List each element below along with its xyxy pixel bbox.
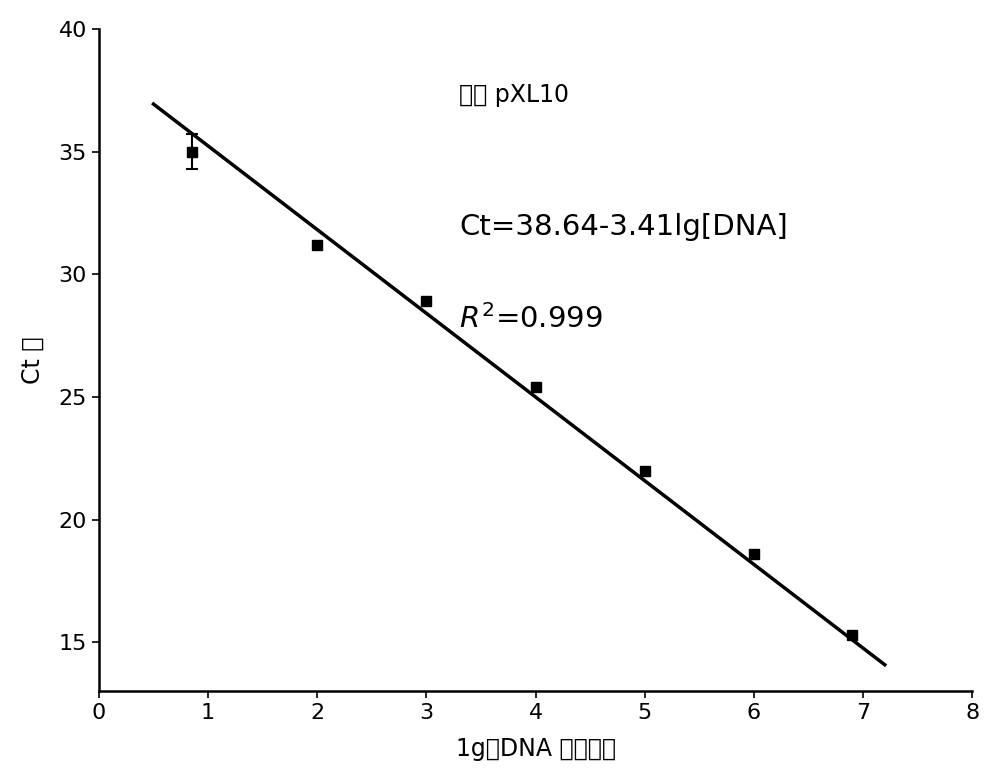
Y-axis label: Ct 値: Ct 値 (21, 336, 45, 384)
Text: $\mathit{R}^2$=0.999: $\mathit{R}^2$=0.999 (459, 303, 603, 334)
Text: 质粒 pXL10: 质粒 pXL10 (459, 83, 569, 107)
Text: Ct=38.64-3.41lg[DNA]: Ct=38.64-3.41lg[DNA] (459, 213, 788, 241)
X-axis label: 1g［DNA 拷贝数］: 1g［DNA 拷贝数］ (456, 737, 616, 761)
